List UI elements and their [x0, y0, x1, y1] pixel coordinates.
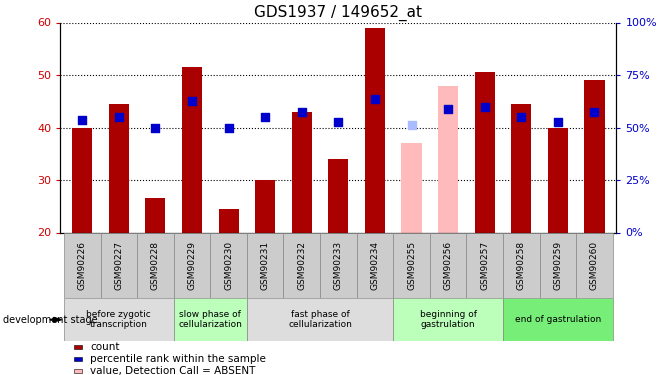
Bar [100, 232, 137, 298]
Text: GSM90257: GSM90257 [480, 241, 489, 290]
Bar [255, 180, 275, 232]
Bar [393, 298, 503, 341]
Bar [328, 159, 348, 232]
Bar [174, 232, 210, 298]
Bar [247, 232, 283, 298]
Bar [438, 86, 458, 232]
Point [150, 124, 161, 130]
Text: GSM90226: GSM90226 [78, 241, 86, 290]
Point [260, 114, 271, 120]
Bar [503, 298, 613, 341]
Text: development stage: development stage [3, 315, 98, 325]
Bar [503, 232, 539, 298]
Text: GSM90234: GSM90234 [371, 241, 379, 290]
Bar [511, 104, 531, 232]
Bar [64, 232, 100, 298]
Point [553, 119, 563, 125]
Bar [218, 209, 239, 232]
Bar [291, 112, 312, 232]
Point [589, 109, 600, 115]
Bar [320, 232, 356, 298]
Point [406, 122, 417, 128]
Bar [576, 232, 613, 298]
Bar [72, 128, 92, 232]
Bar [145, 198, 165, 232]
Text: GSM90232: GSM90232 [297, 241, 306, 290]
Text: GSM90228: GSM90228 [151, 241, 160, 290]
Text: beginning of
gastrulation: beginning of gastrulation [419, 310, 476, 329]
Point [223, 124, 234, 130]
Point [77, 117, 88, 123]
Text: end of gastrulation: end of gastrulation [515, 315, 601, 324]
Bar [283, 232, 320, 298]
Bar [539, 232, 576, 298]
Text: GSM90230: GSM90230 [224, 241, 233, 290]
Bar [210, 232, 247, 298]
Point [187, 98, 198, 104]
Text: GSM90255: GSM90255 [407, 241, 416, 290]
Bar [247, 298, 393, 341]
Bar [137, 232, 174, 298]
Bar [109, 104, 129, 232]
Text: count: count [90, 342, 120, 352]
Bar [474, 72, 494, 232]
Point [516, 114, 527, 120]
Bar [356, 232, 393, 298]
Bar [430, 232, 466, 298]
Text: GSM90231: GSM90231 [261, 241, 270, 290]
Bar [548, 128, 568, 232]
Point [443, 106, 454, 112]
Text: GSM90229: GSM90229 [188, 241, 196, 290]
Text: percentile rank within the sample: percentile rank within the sample [90, 354, 266, 364]
Text: GSM90256: GSM90256 [444, 241, 453, 290]
Bar [584, 80, 604, 232]
Title: GDS1937 / 149652_at: GDS1937 / 149652_at [255, 5, 422, 21]
Text: before zygotic
transcription: before zygotic transcription [86, 310, 151, 329]
Bar [64, 298, 174, 341]
Text: fast phase of
cellularization: fast phase of cellularization [288, 310, 352, 329]
Point [479, 104, 490, 110]
Text: slow phase of
cellularization: slow phase of cellularization [178, 310, 243, 329]
Bar [365, 28, 385, 233]
Text: GSM90227: GSM90227 [115, 241, 123, 290]
Point [296, 109, 307, 115]
Point [370, 96, 381, 102]
Text: GSM90233: GSM90233 [334, 241, 343, 290]
Text: value, Detection Call = ABSENT: value, Detection Call = ABSENT [90, 366, 256, 375]
Bar [466, 232, 503, 298]
Point [333, 119, 344, 125]
Text: GSM90258: GSM90258 [517, 241, 526, 290]
Bar [182, 67, 202, 232]
Text: GSM90259: GSM90259 [553, 241, 562, 290]
Text: GSM90260: GSM90260 [590, 241, 599, 290]
Bar [401, 143, 421, 232]
Point [113, 114, 124, 120]
Bar [393, 232, 430, 298]
Bar [174, 298, 247, 341]
